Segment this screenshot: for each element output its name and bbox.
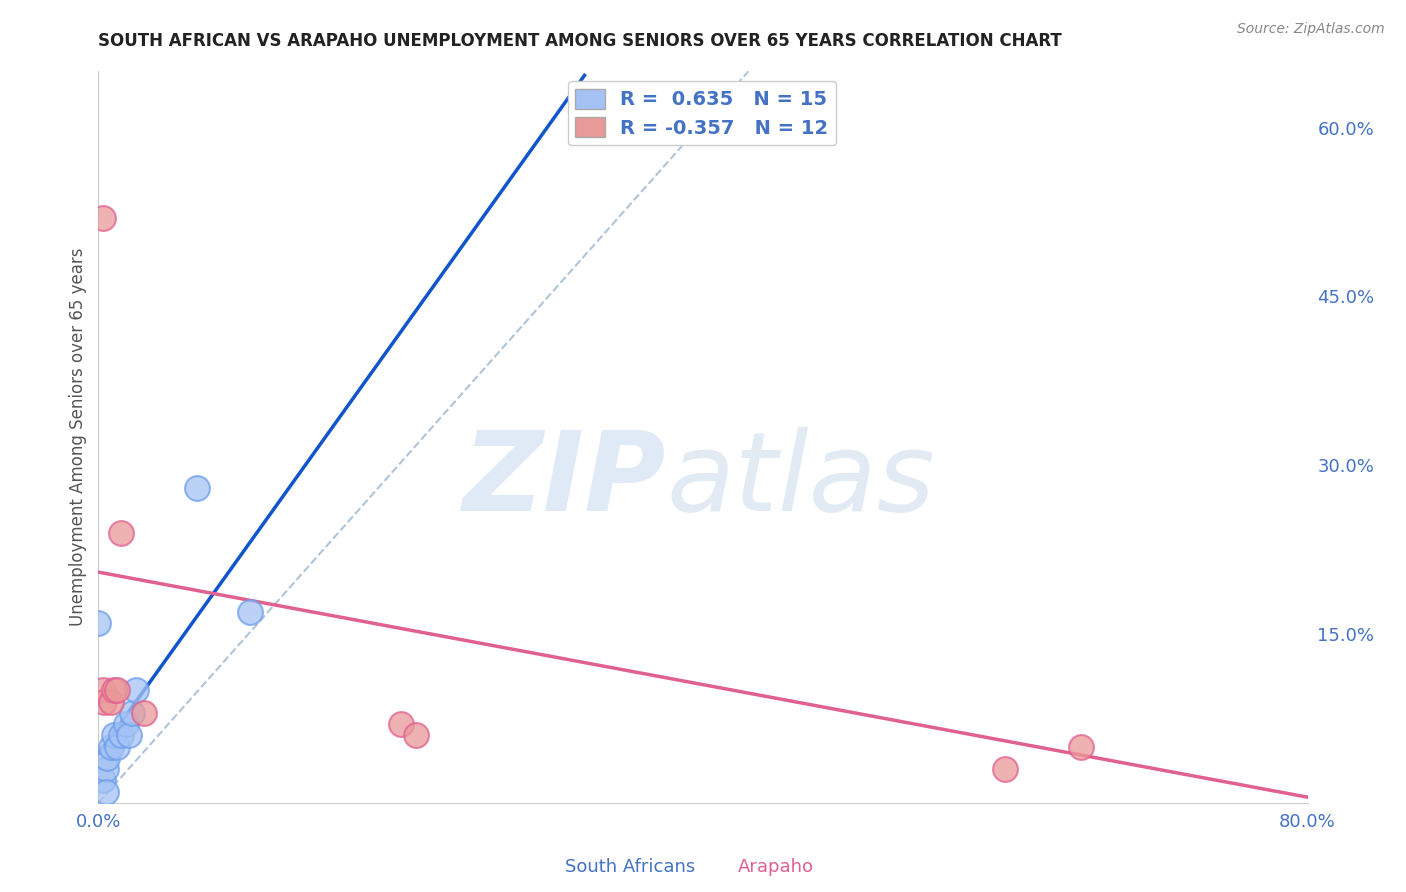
Point — [87, 615, 110, 630]
Point — [103, 728, 125, 742]
Point — [91, 773, 114, 788]
Point — [91, 211, 114, 225]
Point — [96, 751, 118, 765]
Y-axis label: Unemployment Among Seniors over 65 years: Unemployment Among Seniors over 65 years — [69, 248, 87, 626]
Text: South Africans: South Africans — [565, 858, 696, 876]
Point — [125, 683, 148, 698]
Point — [118, 728, 141, 742]
Point — [94, 762, 117, 776]
Point — [239, 605, 262, 619]
Legend: R =  0.635   N = 15, R = -0.357   N = 12: R = 0.635 N = 15, R = -0.357 N = 12 — [568, 81, 837, 145]
Point — [105, 683, 128, 698]
Text: atlas: atlas — [666, 427, 935, 534]
Text: SOUTH AFRICAN VS ARAPAHO UNEMPLOYMENT AMONG SENIORS OVER 65 YEARS CORRELATION CH: SOUTH AFRICAN VS ARAPAHO UNEMPLOYMENT AM… — [98, 32, 1062, 50]
Text: Source: ZipAtlas.com: Source: ZipAtlas.com — [1237, 22, 1385, 37]
Point — [91, 683, 114, 698]
Point — [110, 728, 132, 742]
Text: Arapaho: Arapaho — [738, 858, 814, 876]
Point — [405, 728, 427, 742]
Point — [994, 762, 1017, 776]
Point — [93, 694, 115, 708]
Text: ZIP: ZIP — [463, 427, 666, 534]
Point — [100, 694, 122, 708]
Point — [94, 784, 117, 798]
Point — [103, 683, 125, 698]
Point — [132, 706, 155, 720]
Point — [114, 717, 136, 731]
Point — [121, 706, 143, 720]
Point — [100, 739, 122, 754]
Point — [389, 717, 412, 731]
Point — [186, 481, 208, 495]
Point — [1070, 739, 1092, 754]
Point — [105, 739, 128, 754]
Point — [110, 525, 132, 540]
